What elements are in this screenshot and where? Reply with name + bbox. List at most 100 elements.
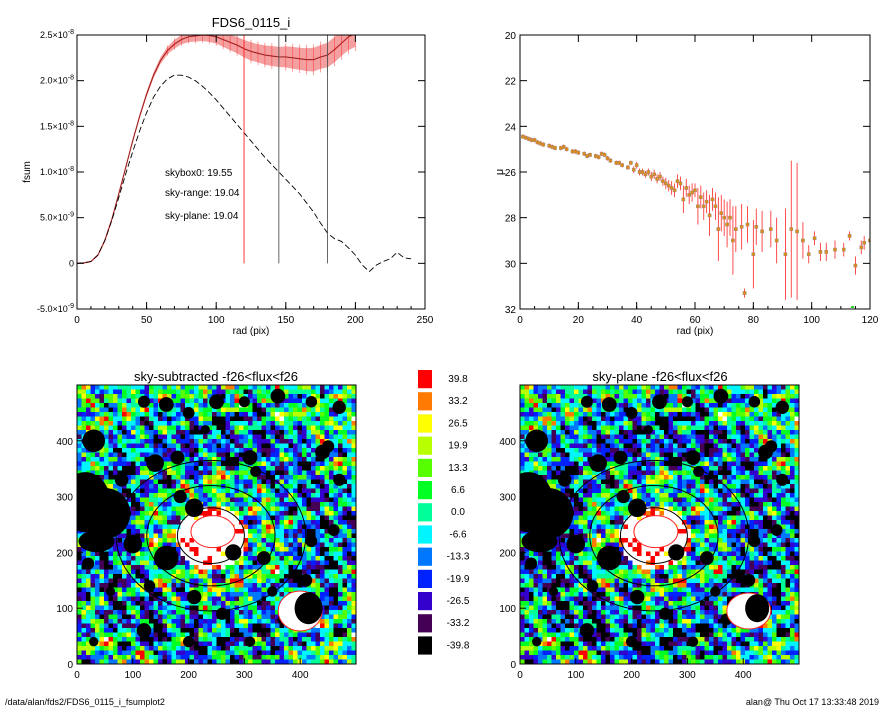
map-pixel [347, 614, 352, 620]
map-pixel [324, 421, 330, 426]
map-pixel [338, 452, 343, 458]
map-pixel [243, 529, 249, 534]
map-pixel [234, 452, 240, 458]
map-pixel [113, 407, 118, 413]
map-pixel [86, 407, 91, 413]
map-pixel [153, 628, 159, 633]
map-pixel [180, 434, 186, 440]
map-pixel [275, 488, 280, 494]
map-pixel [351, 484, 356, 489]
map-pixel [315, 578, 321, 584]
map-pixel [338, 623, 343, 629]
map-pixel [297, 412, 303, 417]
map-pixel [225, 592, 231, 597]
map-pixel [347, 488, 352, 494]
map-pixel [767, 412, 773, 417]
map-pixel [243, 484, 249, 489]
map-pixel [221, 628, 226, 633]
map-pixel [194, 659, 199, 664]
map-pixel [81, 605, 87, 611]
map-pixel [158, 529, 163, 534]
map-pixel [257, 538, 262, 543]
map-pixel [140, 547, 145, 552]
map-pixel [266, 398, 271, 404]
map-pixel [293, 461, 298, 467]
map-pixel [216, 412, 222, 417]
map-pixel [203, 488, 208, 494]
map-pixel [261, 596, 267, 602]
map-pixel [592, 398, 597, 404]
map-pixel [248, 632, 253, 638]
map-pixel [77, 470, 82, 476]
map-pixel [162, 439, 168, 444]
map-pixel [122, 484, 127, 489]
map-pixel [198, 457, 204, 462]
map-pixel [221, 511, 226, 516]
sb-point [713, 204, 718, 209]
map-pixel [700, 407, 705, 413]
map-pixel [108, 655, 114, 660]
map-pixel [122, 470, 127, 476]
map-pixel [126, 569, 132, 575]
map-pixel [718, 425, 723, 431]
map-pixel [216, 461, 222, 467]
map-pixel [108, 457, 114, 462]
sb-point [716, 227, 721, 231]
map-pixel [158, 538, 163, 543]
map-pixel [727, 421, 732, 426]
map-pixel [329, 412, 334, 417]
map-pixel [131, 605, 136, 611]
map-pixel [324, 583, 330, 588]
map-pixel [275, 592, 280, 597]
map-pixel [351, 565, 356, 570]
map-pixel [81, 551, 87, 557]
map-pixel [243, 533, 249, 539]
map-pixel [556, 421, 561, 426]
sb-xtick-label: 100 [803, 315, 820, 326]
map-pixel [90, 583, 96, 588]
map-pixel [108, 475, 114, 480]
map-pixel [234, 394, 240, 399]
map-pixel [333, 556, 339, 561]
map-pixel [135, 479, 141, 485]
map-pixel [122, 394, 127, 399]
map-pixel [176, 385, 181, 390]
map-pixel [293, 394, 298, 399]
map-pixel [261, 502, 267, 507]
map-pixel [108, 610, 114, 615]
map-pixel [605, 416, 611, 422]
map-pixel [329, 655, 334, 660]
map-pixel [529, 398, 534, 404]
map-pixel [212, 457, 217, 462]
map-pixel [234, 470, 240, 476]
map-pixel [329, 506, 334, 512]
map-pixel [302, 416, 307, 422]
map-pixel [171, 610, 177, 615]
map-pixel [162, 529, 168, 534]
map-pixel [275, 574, 280, 579]
map-pixel [81, 637, 87, 642]
map-pixel [266, 457, 271, 462]
map-pixel [740, 394, 746, 399]
map-pixel [342, 425, 348, 431]
colorbar: 39.833.226.519.913.36.60.0-6.6-13.3-19.9… [418, 370, 470, 655]
map-pixel [342, 547, 348, 552]
map-pixel [162, 461, 168, 467]
map-pixel [279, 632, 285, 638]
map-pixel [329, 619, 334, 624]
map-pixel [257, 421, 262, 426]
map-pixel [176, 655, 181, 660]
map-pixel [230, 502, 235, 507]
map-pixel [95, 416, 100, 422]
map-pixel [171, 619, 177, 624]
map-pixel [257, 659, 262, 664]
sb-point [681, 197, 686, 202]
map-pixel [158, 637, 163, 642]
map-pixel [315, 466, 321, 471]
map-pixel [180, 542, 186, 548]
mask-blob [153, 545, 179, 571]
map-pixel [122, 551, 127, 557]
map-pixel [225, 515, 231, 521]
map-pixel [542, 389, 548, 395]
map-pixel [351, 403, 356, 408]
